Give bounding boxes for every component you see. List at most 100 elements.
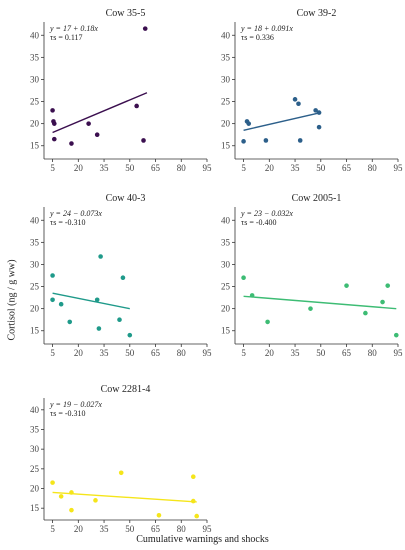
data-point: [51, 121, 57, 126]
x-tick-label: 95: [203, 348, 213, 358]
y-tick-label: 35: [221, 52, 231, 62]
x-tick-label: 20: [74, 163, 84, 173]
data-point: [190, 498, 196, 504]
x-tick-label: 5: [241, 348, 246, 358]
data-point: [93, 498, 98, 503]
x-tick-label: 5: [50, 348, 55, 358]
panel-2: Cow 39-2 15 20 25 30 35 40 5 20 35 50 65 80 95 y = 18 …: [221, 8, 403, 173]
data-point: [118, 470, 124, 476]
data-point: [292, 97, 298, 102]
y-tick-label: 25: [30, 97, 40, 107]
data-point: [50, 108, 55, 113]
x-tick-label: 35: [100, 348, 110, 358]
y-tick-label: 25: [221, 97, 231, 107]
data-point: [50, 297, 55, 303]
data-point: [69, 507, 74, 513]
data-point: [69, 490, 74, 495]
panel-3: Cow 40-3 15 20 25 30 35 40 5 20 35 50 65 80 95 y = 24 …: [30, 193, 212, 358]
data-point: [50, 273, 55, 278]
y-tick-label: 15: [221, 141, 231, 151]
y-tick-label: 30: [30, 259, 40, 269]
y-tick-label: 15: [30, 141, 40, 151]
data-point: [96, 326, 102, 331]
data-point: [142, 26, 148, 31]
regression-equation: y = 18 + 0.091x: [240, 24, 293, 33]
fit-line: [52, 491, 197, 503]
x-tick-label: 20: [265, 163, 275, 173]
y-axis-title: Cortisol (ng / g ww): [6, 259, 18, 341]
x-tick-label: 5: [241, 163, 246, 173]
panel-title: Cow 39-2: [297, 8, 337, 19]
data-point: [134, 103, 139, 109]
data-point: [67, 319, 73, 325]
y-tick-label: 35: [30, 237, 40, 247]
y-tick-label: 40: [30, 215, 40, 225]
y-tick-label: 30: [30, 74, 40, 84]
x-axis-title: Cumulative warnings and shocks: [136, 534, 269, 545]
y-tick-label: 30: [221, 259, 231, 269]
panel-title: Cow 40-3: [106, 193, 146, 204]
data-point: [190, 474, 196, 480]
panel-title: Cow 2005-1: [292, 193, 342, 204]
y-tick-label: 25: [30, 282, 40, 292]
data-point: [241, 139, 246, 144]
data-point: [51, 136, 57, 142]
x-tick-label: 50: [316, 348, 326, 358]
x-tick-label: 65: [151, 163, 161, 173]
data-point: [297, 138, 303, 143]
x-tick-label: 5: [50, 163, 55, 173]
data-point: [141, 138, 146, 143]
regression-equation: y = 24 − 0.073x: [49, 209, 102, 218]
y-tick-label: 25: [30, 464, 40, 474]
regression-equation: y = 23 − 0.032x: [240, 209, 293, 218]
data-point: [363, 310, 368, 316]
y-axis-title-wrap: Cortisol (ng / g ww): [2, 230, 22, 370]
x-tick-label: 80: [177, 348, 187, 358]
x-tick-label: 95: [203, 163, 213, 173]
data-point: [50, 480, 55, 485]
regression-equation: y = 17 + 0.18x: [49, 24, 98, 33]
data-point: [194, 513, 200, 519]
fit-line: [243, 111, 321, 131]
data-point: [69, 141, 74, 146]
data-point: [344, 283, 349, 288]
y-tick-label: 15: [221, 326, 231, 336]
data-point: [246, 121, 252, 126]
data-point: [296, 101, 301, 107]
x-tick-label: 95: [394, 348, 404, 358]
data-point: [94, 297, 100, 303]
x-tick-label: 80: [368, 348, 378, 358]
x-tick-label: 80: [368, 163, 378, 173]
data-point: [313, 108, 318, 113]
data-point: [316, 124, 322, 130]
x-tick-label: 20: [74, 524, 84, 534]
x-tick-label: 35: [291, 163, 301, 173]
data-point: [156, 512, 162, 518]
y-tick-label: 40: [30, 405, 40, 415]
x-tick-label: 65: [151, 524, 161, 534]
kendall-tau: τs = -0.400: [241, 218, 277, 227]
y-tick-label: 35: [221, 237, 231, 247]
y-tick-label: 30: [221, 74, 231, 84]
panel-4: Cow 2005-1 15 20 25 30 35 40 5 20 35 50 65 80 95 y = 2…: [221, 193, 403, 358]
y-tick-label: 40: [221, 215, 231, 225]
data-point: [265, 319, 270, 325]
x-tick-label: 80: [177, 524, 187, 534]
x-tick-label: 95: [394, 163, 404, 173]
kendall-tau: τs = 0.336: [241, 33, 274, 42]
panel-1: Cow 35-5 15 20 25 30 35 40 5 20 35 50 65 80 95 y = 17 …: [30, 8, 212, 173]
x-tick-label: 5: [50, 524, 55, 534]
data-point: [249, 293, 255, 298]
data-point: [316, 110, 322, 115]
x-tick-label: 65: [151, 348, 161, 358]
x-tick-label: 35: [100, 163, 110, 173]
y-tick-label: 40: [221, 30, 231, 40]
x-tick-label: 20: [265, 348, 275, 358]
fit-line: [52, 292, 130, 310]
x-tick-label: 20: [74, 348, 84, 358]
data-point: [263, 138, 269, 143]
x-tick-label: 65: [342, 163, 352, 173]
data-point: [98, 254, 103, 259]
x-tick-label: 35: [291, 348, 301, 358]
